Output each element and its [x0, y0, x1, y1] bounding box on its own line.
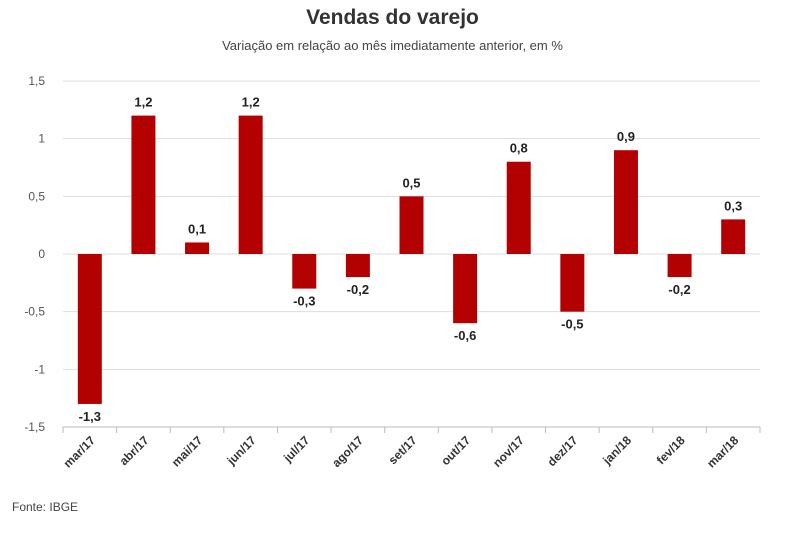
x-tick-label: out/17: [438, 433, 473, 468]
bar-mai-17: [185, 242, 210, 254]
data-label: 0,5: [402, 175, 420, 190]
x-tick-label: set/17: [386, 433, 420, 467]
bar-jul-17: [292, 254, 317, 289]
x-tick-label: jan/18: [599, 433, 634, 468]
source-note: Fonte: IBGE: [12, 500, 79, 514]
bar-jan-18: [613, 150, 638, 254]
y-tick-label: 0: [38, 247, 45, 261]
x-tick-label: abr/17: [117, 433, 152, 468]
data-labels: -1,3 1,2 0,1 1,2 -0,3 -0,2 0,5 -0,6 0,8 -0,5 0,9 -0…: [79, 95, 743, 424]
data-label: 1,2: [242, 95, 260, 110]
data-label: -0,2: [347, 282, 369, 297]
y-tick-label: -0,5: [24, 305, 45, 319]
x-tick-label: mar/18: [704, 433, 741, 470]
y-tick-label: 1,5: [28, 74, 45, 88]
x-tick-label: jul/17: [280, 433, 313, 466]
chart-title: Vendas do varejo: [306, 6, 479, 29]
x-tick-label: dez/17: [545, 433, 581, 469]
x-tick-label: ago/17: [329, 433, 366, 470]
data-label: -1,3: [79, 409, 101, 424]
chart-subtitle: Variação em relação ao mês imediatamente…: [222, 38, 563, 53]
bar-jun-17: [238, 115, 263, 254]
x-tick-label: fev/18: [654, 433, 688, 467]
y-tick-label: -1: [34, 362, 45, 376]
data-label: -0,5: [561, 317, 583, 332]
y-tick-label: 1: [38, 132, 45, 146]
x-axis: mar/17 abr/17 mai/17 jun/17 jul/17 ago/17 set/…: [61, 426, 761, 470]
y-tick-label: -1,5: [24, 420, 45, 434]
y-axis: 1,5 1 0,5 0 -0,5 -1 -1,5: [24, 74, 45, 434]
data-label: 0,1: [188, 221, 206, 236]
data-label: -0,2: [668, 282, 690, 297]
data-label: 0,9: [617, 129, 635, 144]
bar-out-17: [453, 254, 478, 324]
bars: [77, 115, 746, 404]
bar-fev-18: [667, 254, 692, 278]
data-label: 0,8: [510, 141, 528, 156]
data-label: -0,3: [293, 294, 315, 309]
bar-ago-17: [345, 254, 370, 278]
data-label: 0,3: [724, 198, 742, 213]
data-label: 1,2: [134, 95, 152, 110]
bar-dez-17: [560, 254, 585, 312]
bar-mar-18: [721, 219, 746, 254]
data-label: -0,6: [454, 328, 476, 343]
x-tick-label: jun/17: [224, 433, 259, 468]
bar-mar-17: [77, 254, 102, 404]
bar-set-17: [399, 196, 424, 254]
bar-abr-17: [131, 115, 156, 254]
x-tick-label: mai/17: [169, 433, 206, 470]
x-tick-label: mar/17: [61, 433, 98, 470]
x-tick-label: nov/17: [490, 433, 527, 470]
bar-nov-17: [506, 161, 531, 254]
y-tick-label: 0,5: [28, 189, 45, 203]
